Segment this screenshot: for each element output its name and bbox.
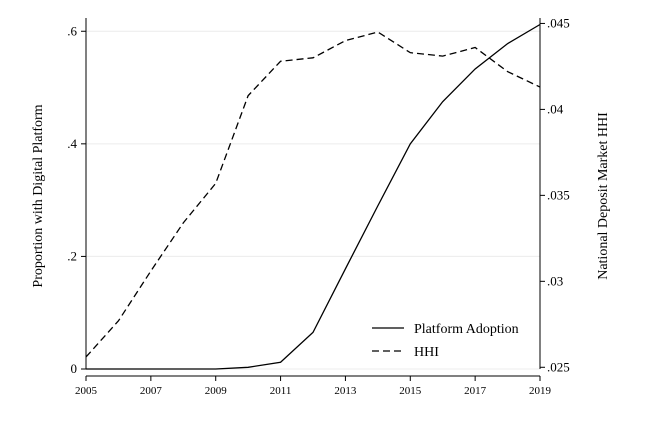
x-tick-label: 2013 bbox=[334, 385, 357, 397]
x-tick-label: 2011 bbox=[270, 385, 292, 397]
x-tick-label: 2005 bbox=[75, 385, 98, 397]
x-tick-label: 2019 bbox=[529, 385, 552, 397]
y-axis-left-title: Proportion with Digital Platform bbox=[31, 104, 46, 287]
y-right-tick-label: .035 bbox=[547, 187, 570, 202]
y-left-tick-label: .6 bbox=[67, 23, 77, 38]
grid-layer bbox=[86, 30, 540, 370]
series-line-hhi bbox=[85, 31, 541, 358]
legend-label-hhi: HHI bbox=[414, 345, 439, 360]
legend: Platform Adoption HHI bbox=[372, 322, 519, 360]
y-right-tick-label: .025 bbox=[547, 359, 570, 374]
y-left-tick-label: .2 bbox=[67, 248, 77, 263]
y-axis-right-title: National Deposit Market HHI bbox=[596, 112, 611, 280]
series-line-platform-adoption bbox=[86, 23, 541, 370]
axes-layer: 0 .2 .4 .6 .025 .03 .035 .04 .045 2005 2007 2009 201… bbox=[67, 15, 570, 397]
y-left-tick-label: .4 bbox=[67, 136, 77, 151]
x-tick-label: 2007 bbox=[140, 385, 163, 397]
x-tick-label: 2009 bbox=[205, 385, 228, 397]
y-left-tick-label: 0 bbox=[71, 361, 78, 376]
x-tick-label: 2015 bbox=[399, 385, 422, 397]
series-layer bbox=[85, 23, 541, 370]
y-right-tick-label: .03 bbox=[547, 273, 563, 288]
y-right-tick-label: .04 bbox=[547, 101, 564, 116]
x-tick-label: 2017 bbox=[464, 385, 487, 397]
y-right-tick-label: .045 bbox=[547, 15, 570, 30]
legend-label-platform-adoption: Platform Adoption bbox=[414, 322, 519, 337]
